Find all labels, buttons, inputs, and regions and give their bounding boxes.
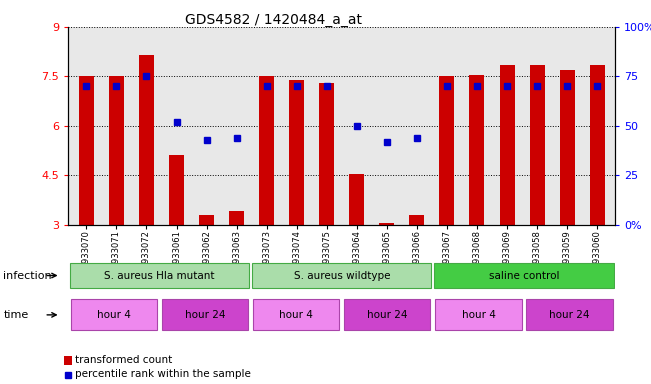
Bar: [527, 300, 613, 330]
Text: hour 24: hour 24: [549, 310, 590, 320]
Bar: [560, 70, 575, 225]
Bar: [380, 223, 395, 225]
Text: S. aureus Hla mutant: S. aureus Hla mutant: [104, 270, 215, 281]
Text: infection: infection: [3, 270, 52, 281]
Bar: [109, 76, 124, 225]
Bar: [70, 263, 249, 288]
Bar: [529, 65, 545, 225]
Bar: [139, 55, 154, 225]
Bar: [252, 263, 432, 288]
Bar: [434, 263, 614, 288]
Text: S. aureus wildtype: S. aureus wildtype: [294, 270, 390, 281]
Bar: [253, 300, 339, 330]
Text: hour 4: hour 4: [462, 310, 495, 320]
Bar: [350, 174, 365, 225]
Bar: [409, 215, 424, 225]
Bar: [590, 65, 605, 225]
Text: percentile rank within the sample: percentile rank within the sample: [75, 369, 251, 379]
Bar: [169, 156, 184, 225]
Bar: [79, 76, 94, 225]
Text: time: time: [3, 310, 29, 320]
Bar: [439, 76, 454, 225]
Bar: [199, 215, 214, 225]
Bar: [289, 79, 304, 225]
Text: transformed count: transformed count: [75, 355, 172, 365]
Bar: [229, 212, 244, 225]
Text: hour 4: hour 4: [279, 310, 313, 320]
Bar: [436, 300, 521, 330]
Bar: [344, 300, 430, 330]
Text: GDS4582 / 1420484_a_at: GDS4582 / 1420484_a_at: [185, 13, 362, 27]
Text: hour 4: hour 4: [97, 310, 131, 320]
Bar: [319, 83, 334, 225]
Bar: [71, 300, 157, 330]
Text: hour 24: hour 24: [185, 310, 225, 320]
Bar: [259, 76, 274, 225]
Text: hour 24: hour 24: [367, 310, 408, 320]
Bar: [469, 74, 484, 225]
Bar: [499, 65, 514, 225]
Text: saline control: saline control: [489, 270, 559, 281]
Bar: [162, 300, 248, 330]
